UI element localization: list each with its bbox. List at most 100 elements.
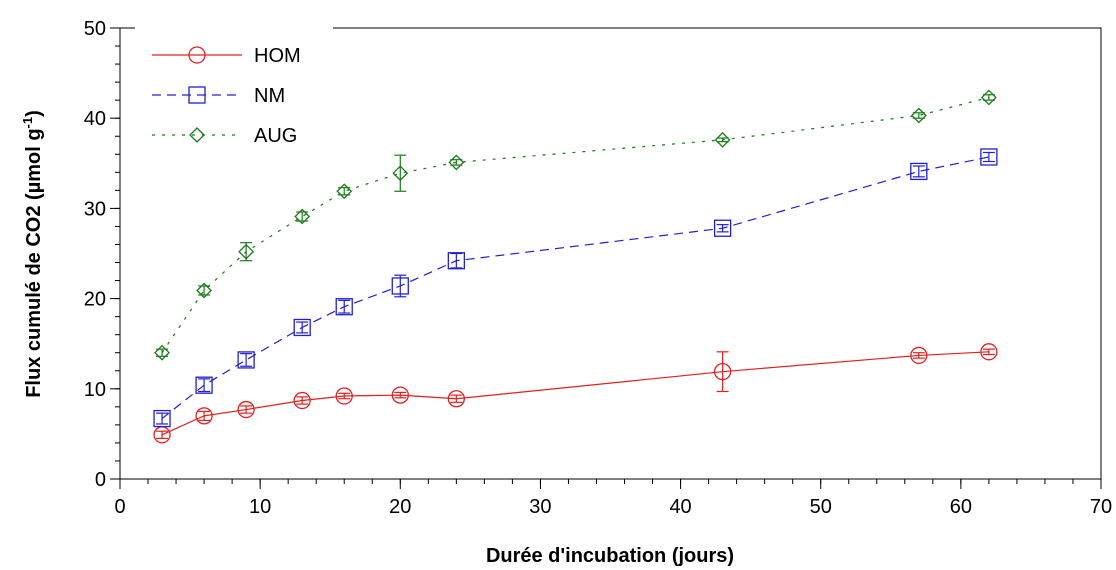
data-point-hom [335,387,353,405]
marker-square [335,298,353,316]
error-bar-nm [716,224,729,233]
marker-square [153,409,171,428]
error-bar-nm [912,165,925,178]
marker-diamond [154,344,170,361]
data-point-nm [447,252,465,270]
legend-entry-aug: AUG [152,125,297,147]
marker-square [447,252,465,270]
error-bar-aug [394,154,407,192]
error-bar-nm [450,252,463,269]
marker-diamond [189,127,205,143]
marker-circle [447,390,465,408]
marker-diamond [910,107,927,124]
x-tick-label: 70 [1090,496,1112,518]
x-tick-label: 0 [114,496,125,518]
marker-diamond [448,154,465,171]
data-point-nm [153,409,171,428]
error-bar-hom [198,410,211,421]
marker-circle [237,400,255,419]
series-line-hom [161,351,989,436]
marker-diamond [336,183,353,200]
y-tick-label: 10 [84,379,106,401]
x-tick-label: 10 [249,496,271,518]
data-point-nm [910,162,928,181]
legend-background [135,23,333,156]
marker-square [910,162,928,181]
plot-frame [119,27,1102,480]
error-bar-aug [240,242,253,262]
marker-square [293,318,311,337]
legend-label-hom: HOM [254,45,301,67]
error-bar-hom [912,352,925,359]
error-bar-nm [240,353,253,367]
y-axis-title: Flux cumulé de CO2 (µmol g-1) [20,110,45,398]
data-point-nm [980,148,998,166]
x-tick-label: 20 [389,496,411,518]
marker-square [980,148,998,166]
data-point-nm [335,298,353,316]
error-bar-hom [394,391,407,399]
data-point-hom [391,386,409,404]
data-point-hom [237,400,255,419]
error-bar-nm [394,274,407,298]
data-point-hom [713,363,732,381]
series-nm [153,148,998,428]
data-point-aug [336,183,353,200]
error-bar-hom [716,351,729,393]
marker-square [195,376,213,394]
error-bar-nm [982,151,995,163]
x-tick-label: 60 [950,496,972,518]
x-tick-label: 50 [810,496,832,518]
legend-entry-hom: HOM [152,45,301,67]
x-axis-title: Durée d'incubation (jours) [486,545,734,567]
y-tick-label: 40 [84,108,106,130]
data-point-aug [238,243,255,260]
data-point-hom [195,407,213,425]
y-axis-title-end: ) [23,110,45,117]
legend-marker-hom [188,46,206,64]
marker-square [713,219,732,237]
data-point-hom [447,390,465,408]
marker-circle [910,346,928,365]
error-bar-nm [296,321,309,334]
marker-circle [195,407,213,425]
error-bar-hom [296,396,309,405]
marker-square [188,86,206,104]
y-tick-label: 30 [84,198,106,220]
y-tick-label: 50 [84,18,106,40]
legend-entry-nm: NM [152,85,285,107]
y-axis-title-superscript: -1 [20,117,35,129]
data-point-nm [391,277,409,295]
marker-diamond [294,208,311,225]
data-point-aug [714,131,731,148]
legend-label-aug: AUG [254,125,297,147]
error-bar-nm [156,412,169,425]
marker-circle [391,386,409,404]
error-bar-hom [338,392,351,400]
error-bar-hom [156,430,169,440]
error-bar-aug [296,211,309,222]
data-point-hom [293,391,311,410]
marker-circle [293,391,311,410]
axes-layer: 0 10 20 30 40 50 60 70 0 10 20 30 40 50 [84,18,1112,518]
marker-circle [188,46,206,64]
x-tick-label: 40 [669,496,691,518]
x-tick-label: 30 [529,496,551,518]
marker-circle [335,387,353,405]
error-bar-hom [240,405,253,414]
marker-circle [980,343,998,361]
legend-marker-aug [189,127,205,143]
y-axis-title-main: Flux cumulé de CO2 (µmol g [23,128,45,397]
error-bar-aug [198,285,211,296]
data-point-aug [196,282,213,299]
error-bar-nm [198,378,211,393]
y-tick-label: 20 [84,289,106,311]
marker-circle [713,363,732,381]
data-point-aug [910,107,927,124]
data-point-aug [448,154,465,171]
marker-square [391,277,409,295]
data-point-hom [910,346,928,365]
data-point-nm [237,351,255,369]
data-point-aug [392,165,409,182]
